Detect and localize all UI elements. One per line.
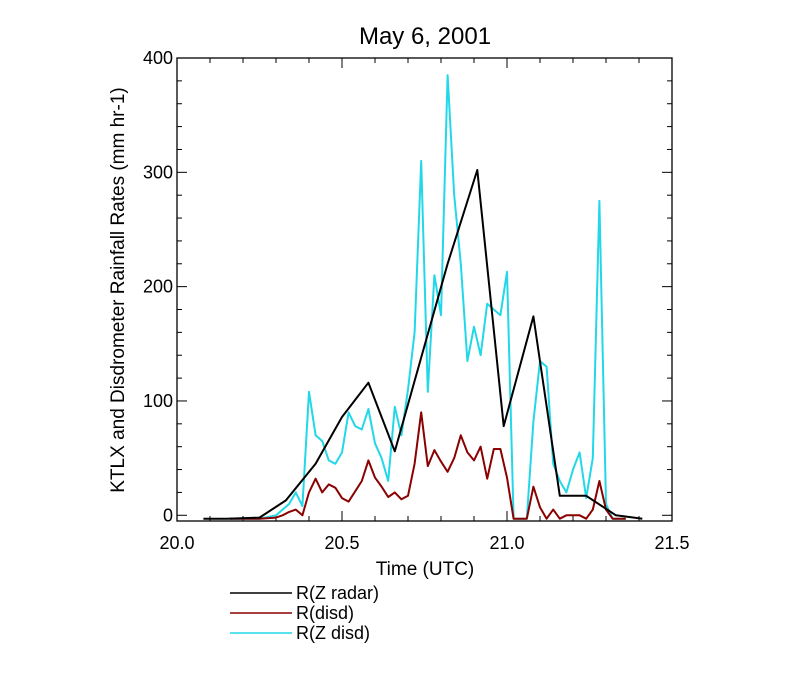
legend-label: R(Z radar) <box>296 583 379 603</box>
legend-label: R(Z disd) <box>296 623 370 643</box>
x-tick-label: 20.5 <box>324 533 359 553</box>
chart-title: May 6, 2001 <box>359 23 491 50</box>
series-line-r-disd- <box>229 411 626 520</box>
y-tick-label: 300 <box>143 162 173 182</box>
y-tick-label: 200 <box>143 277 173 297</box>
y-axis-label: KTLX and Disdrometer Rainfall Rates (mm … <box>108 87 129 492</box>
series-layer <box>203 74 643 520</box>
x-tick-label: 21.5 <box>654 533 689 553</box>
plot-area: 20.0 20.5 21.0 21.5 0 100 200 300 400 <box>143 48 690 553</box>
series-line-r-z-radar- <box>203 169 643 520</box>
plot-frame <box>176 57 673 522</box>
y-tick-label: 0 <box>163 505 173 525</box>
legend-label: R(disd) <box>296 603 354 623</box>
y-tick-label: 100 <box>143 391 173 411</box>
series-line-r-z-disd- <box>229 74 626 520</box>
x-axis: 20.0 20.5 21.0 21.5 <box>159 58 690 553</box>
y-axis: 0 100 200 300 400 <box>143 48 672 525</box>
y-tick-label: 400 <box>143 48 173 68</box>
x-tick-label: 20.0 <box>159 533 194 553</box>
legend: R(Z radar)R(disd)R(Z disd) <box>230 583 379 643</box>
x-axis-label: Time (UTC) <box>376 559 475 580</box>
x-tick-label: 21.0 <box>489 533 524 553</box>
